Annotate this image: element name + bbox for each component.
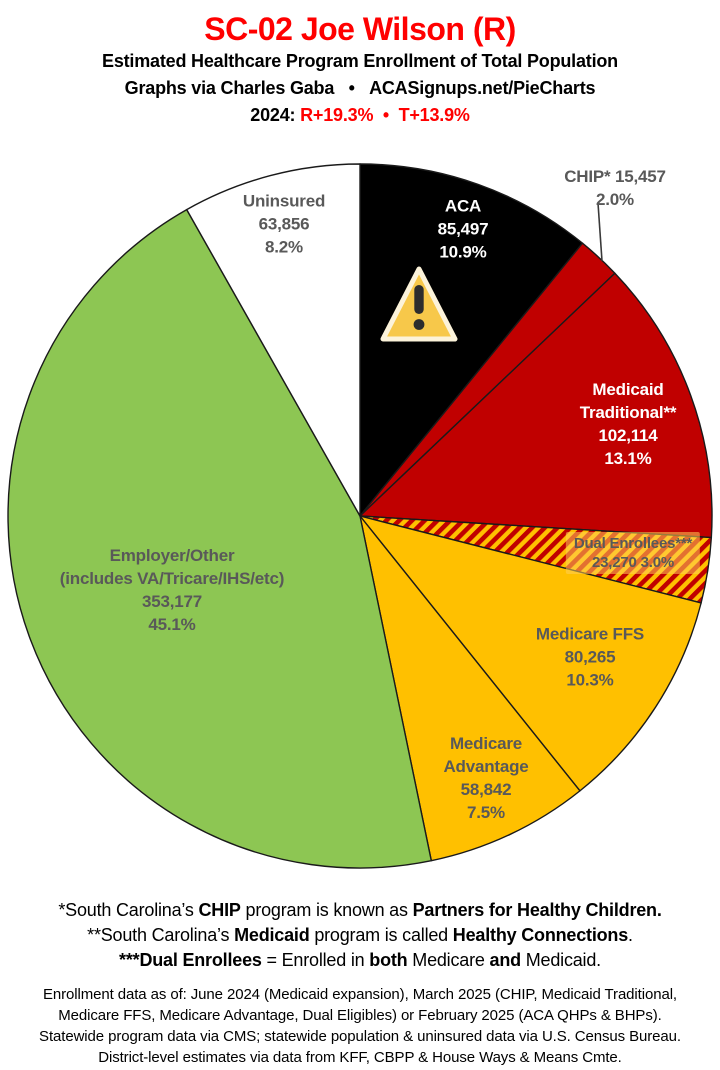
source-line: District-level estimates via data from K…: [98, 1049, 622, 1066]
footnote-segment: Partners for Healthy Children.: [412, 900, 662, 920]
source-line: Enrollment data as of: June 2024 (Medica…: [42, 986, 677, 1003]
footnote-segment: both: [369, 950, 408, 970]
pie-slice-employer-other: [7, 208, 433, 869]
leader-line-chip: [597, 202, 603, 262]
footnote-segment: program is known as: [240, 900, 413, 920]
partisan-segment: 2024:: [250, 105, 301, 125]
footnote-segment: = Enrolled in: [261, 950, 370, 970]
partisan-segment: T+13.9%: [398, 105, 470, 125]
page-title: SC-02 Joe Wilson (R): [204, 11, 516, 47]
pie-slice-medicare-advantage: [359, 515, 581, 862]
source-line: Statewide program data via CMS; statewid…: [39, 1028, 681, 1045]
footnote-segment: program is called: [309, 925, 453, 945]
footnotes: *South Carolina’s CHIP program is known …: [0, 898, 720, 973]
chart-subtitle: Estimated Healthcare Program Enrollment …: [102, 51, 618, 71]
chart-header: SC-02 Joe Wilson (R) Estimated Healthcar…: [0, 10, 720, 129]
footnote-line: *South Carolina’s CHIP program is known …: [0, 898, 720, 923]
source-block: Enrollment data as of: June 2024 (Medica…: [0, 984, 720, 1068]
source-line: Medicare FFS, Medicare Advantage, Dual E…: [58, 1007, 662, 1024]
partisan-segment: •: [373, 105, 399, 125]
footnote-segment: **South Carolina’s: [87, 925, 235, 945]
footnote-line: ***Dual Enrollees = Enrolled in both Med…: [0, 948, 720, 973]
label-leader-lines: [597, 202, 603, 262]
partisan-lean-line: 2024: R+19.3% • T+13.9%: [0, 102, 720, 129]
footnote-segment: Medicare: [407, 950, 490, 970]
footnote-segment: CHIP: [198, 900, 241, 920]
footnote-line: **South Carolina’s Medicaid program is c…: [0, 923, 720, 948]
pie-slices: [7, 163, 713, 869]
footnote-segment: and: [489, 950, 522, 970]
footnote-segment: ***Dual Enrollees: [119, 950, 262, 970]
footnote-segment: .: [628, 925, 633, 945]
footnote-segment: *South Carolina’s: [58, 900, 199, 920]
credit-line: Graphs via Charles Gaba • ACASignups.net…: [124, 78, 596, 98]
pie-slice-uninsured: [186, 163, 361, 517]
footnote-segment: Medicaid.: [520, 950, 601, 970]
pie-slice-medicare-ffs: [359, 515, 702, 792]
footnote-segment: Healthy Connections: [452, 925, 629, 945]
partisan-segment: R+19.3%: [300, 105, 374, 125]
pie-slice-aca: [359, 163, 584, 517]
warning-icon: [380, 266, 458, 342]
pie-slice-medicaid-traditional: [359, 272, 713, 539]
footnote-segment: Medicaid: [234, 925, 310, 945]
